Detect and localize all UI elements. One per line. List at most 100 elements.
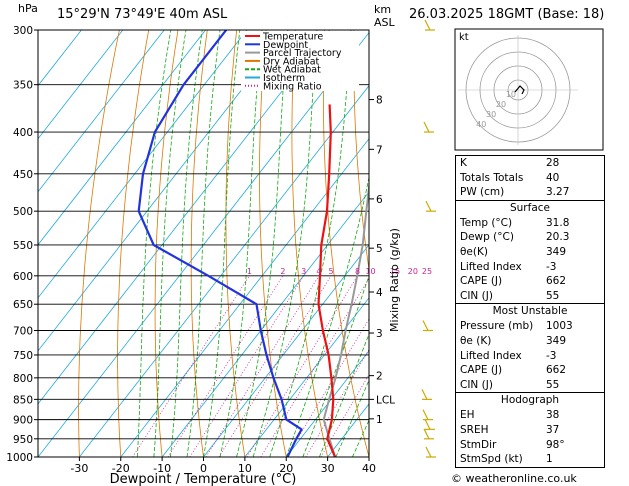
wind-barb [425, 446, 432, 458]
surface-index-value: -3 [546, 260, 557, 273]
temperature-tick-label: -30 [70, 462, 88, 475]
hodograph-index-value: 38 [546, 409, 560, 422]
most-unstable-section-title: Most Unstable [456, 303, 604, 319]
index-row: K 28 [456, 156, 604, 171]
wet-adiabat-line [203, 30, 241, 457]
most-unstable-index-row: Pressure (mb) 1003 [456, 319, 604, 334]
station-location: 15°29'N 73°49'E 40m ASL [57, 7, 228, 22]
isotherm-line [38, 30, 331, 405]
legend-entry: Temperature [262, 32, 323, 43]
wind-barb [423, 428, 430, 440]
hodograph-unit-label: kt [459, 32, 469, 43]
most-unstable-index-label: CIN (J) [460, 378, 493, 391]
hodograph-index-value: 98° [546, 438, 565, 451]
isotherm-line [120, 138, 369, 457]
isotherm-line [38, 30, 289, 352]
index-value: 28 [546, 157, 560, 169]
most-unstable-index-value: 662 [546, 364, 567, 377]
wind-barb [424, 419, 431, 430]
height-tick-label: 7 [376, 144, 383, 156]
surface-index-label: θe(K) [460, 245, 488, 258]
index-label: PW (cm) [460, 186, 505, 199]
isotherm-line [203, 244, 369, 457]
most-unstable-index-value: -3 [546, 349, 557, 362]
pressure-unit-label: hPa [18, 2, 38, 15]
surface-index-row: Lifted Index -3 [456, 260, 604, 275]
surface-index-label: Lifted Index [460, 260, 522, 273]
surface-index-label: CIN (J) [460, 289, 493, 302]
wind-barb [423, 121, 430, 133]
legend-box [241, 31, 359, 91]
height-tick-label: 6 [376, 194, 383, 206]
mixing-ratio-label: 25 [422, 267, 432, 276]
mixing-ratio-label: 20 [408, 267, 418, 276]
most-unstable-index-value: 55 [546, 378, 560, 391]
surface-index-label: CAPE (J) [460, 275, 503, 288]
pressure-tick-label: 900 [13, 415, 33, 427]
x-axis-label: Dewpoint / Temperature (°C) [110, 472, 297, 486]
hodograph-index-value: 37 [546, 423, 560, 436]
surface-index-value: 662 [546, 275, 567, 288]
hodograph-ring-label: 20 [496, 100, 506, 109]
wet-adiabat-line [285, 175, 369, 457]
most-unstable-index-label: Pressure (mb) [460, 320, 534, 333]
most-unstable-index-label: θe (K) [460, 334, 492, 347]
surface-index-value: 20.3 [546, 231, 570, 244]
pressure-tick-label: 750 [13, 350, 33, 362]
surface-index-row: CAPE (J) 662 [456, 274, 604, 289]
wet-adiabat-line [236, 30, 288, 457]
isotherm-line [38, 30, 165, 193]
surface-section-title: Surface [456, 199, 604, 216]
temperature-tick-label: 0 [200, 462, 207, 475]
index-value: 3.27 [546, 186, 570, 199]
mixing-ratio-line [260, 277, 369, 457]
mixing-ratio-line [132, 275, 250, 457]
pressure-tick-label: 400 [13, 127, 33, 139]
dry-adiabat-line [154, 30, 179, 457]
legend-entry: Mixing Ratio [263, 81, 322, 92]
surface-index-row: Temp (°C) 31.8 [456, 216, 604, 231]
surface-index-row: θe(K) 349 [456, 245, 604, 260]
isotherm-line [79, 85, 369, 457]
wet-adiabat-line [252, 30, 318, 457]
most-unstable-index-value: 1003 [546, 320, 573, 333]
isotherm-line [285, 350, 369, 457]
wet-adiabat-line [219, 30, 263, 457]
wind-barb [422, 320, 429, 331]
isotherm-line [161, 191, 369, 457]
wet-adiabat-line [186, 30, 221, 457]
pressure-tick-label: 550 [13, 240, 33, 252]
pressure-tick-label: 1000 [6, 452, 33, 464]
credit-text: © weatheronline.co.uk [451, 472, 577, 485]
hodograph-index-row: EH 38 [456, 408, 604, 423]
hodograph-index-row: StmSpd (kt) 1 [456, 452, 604, 467]
legend-entry: Isotherm [263, 73, 305, 84]
indices-table: K 28 Totals Totals 40 PW (cm) 3.27 Surface Te… [455, 155, 605, 468]
legend-entry: Dewpoint [263, 40, 308, 51]
pressure-tick-label: 500 [13, 206, 33, 218]
temperature-tick-label: 10 [238, 462, 252, 475]
sounding-datetime: 26.03.2025 18GMT (Base: 18) [409, 7, 605, 22]
height-tick-label: 1 [376, 414, 383, 426]
most-unstable-index-row: Lifted Index -3 [456, 349, 604, 364]
pressure-tick-label: 300 [13, 25, 33, 37]
pressure-tick-label: 800 [13, 373, 33, 385]
index-row: PW (cm) 3.27 [456, 185, 604, 200]
dry-adiabat-line [225, 30, 246, 457]
asl-unit-label: ASL [374, 16, 395, 29]
hodograph-index-value: 1 [546, 453, 553, 466]
mixing-ratio-label: 3 [301, 267, 306, 276]
wind-barb [421, 389, 428, 400]
index-row: Totals Totals 40 [456, 171, 604, 186]
legend-entry: Dry Adiabat [263, 56, 320, 67]
hodograph-index-label: SREH [460, 423, 489, 436]
pressure-tick-label: 450 [13, 169, 33, 181]
mixing-ratio-label: 10 [365, 267, 375, 276]
hodograph-frame [454, 28, 604, 151]
pressure-tick-label: 600 [13, 271, 33, 283]
hodograph-index-label: StmSpd (kt) [460, 453, 523, 466]
mixing-ratio-label: 8 [355, 267, 360, 276]
height-tick-label: 2 [376, 371, 383, 383]
dry-adiabat-line [78, 30, 120, 457]
most-unstable-index-row: CIN (J) 55 [456, 378, 604, 393]
